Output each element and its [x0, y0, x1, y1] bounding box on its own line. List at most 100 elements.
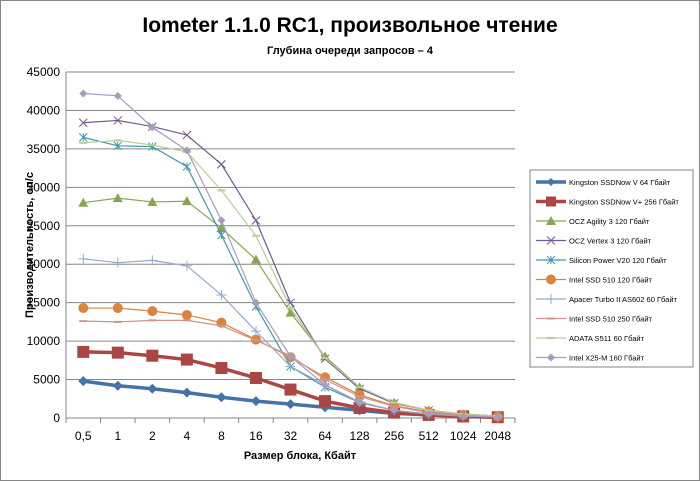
- marker-diamond: [148, 123, 157, 132]
- legend-label: ADATA S511 60 Гбайт: [569, 334, 645, 343]
- series-8: [79, 139, 502, 418]
- x-tick-label: 1: [114, 429, 121, 443]
- marker-triangle: [78, 197, 89, 207]
- legend-label: Kingston SSDNow V+ 256 Гбайт: [569, 198, 679, 207]
- marker-triangle: [285, 307, 296, 317]
- marker-diamond: [355, 398, 364, 407]
- marker-star: [217, 230, 226, 240]
- marker-triangle: [250, 254, 261, 264]
- y-tick-label: 25000: [27, 219, 61, 233]
- marker-diamond: [547, 178, 555, 186]
- marker-star: [78, 133, 88, 142]
- y-tick-label: 40000: [27, 103, 61, 117]
- marker-triangle: [147, 196, 158, 206]
- y-tick-label: 10000: [27, 334, 61, 348]
- marker-plus: [181, 260, 192, 271]
- marker-diamond: [181, 387, 192, 398]
- marker-square: [111, 346, 124, 359]
- marker-square: [146, 349, 159, 362]
- marker-diamond: [286, 352, 295, 361]
- legend-label: OCZ Vertex 3 120 Гбайт: [569, 237, 652, 246]
- series-3: [78, 116, 503, 421]
- y-tick-label: 5000: [33, 373, 60, 387]
- x-axis-label: Размер блока, Кбайт: [244, 450, 357, 462]
- marker-triangle: [181, 196, 192, 206]
- marker-star: [182, 162, 192, 171]
- x-tick-label: 256: [384, 429, 404, 443]
- marker-diamond: [113, 91, 122, 100]
- marker-diamond: [285, 399, 296, 410]
- series-6: [78, 253, 503, 423]
- legend-label: Intel X25-M 160 Гбайт: [569, 354, 645, 363]
- marker-square: [215, 362, 228, 375]
- marker-diamond: [459, 412, 468, 421]
- marker-x: [251, 216, 261, 225]
- y-tick-label: 35000: [27, 142, 61, 156]
- marker-plus: [546, 294, 556, 304]
- marker-plus: [216, 289, 227, 300]
- marker-star: [113, 141, 123, 151]
- marker-plus: [250, 326, 261, 337]
- x-tick-label: 128: [350, 429, 370, 443]
- x-tick-label: 2048: [484, 429, 511, 443]
- marker-circle: [546, 274, 556, 285]
- x-tick-label: 16: [249, 429, 263, 443]
- marker-square: [284, 383, 297, 396]
- legend-label: Intel SSD 510 250 Гбайт: [569, 315, 653, 324]
- marker-x: [113, 116, 123, 125]
- series-line: [83, 136, 498, 418]
- marker-diamond: [493, 413, 502, 422]
- x-tick-label: 64: [318, 429, 332, 443]
- marker-x: [78, 118, 88, 128]
- x-tick-label: 32: [284, 429, 298, 443]
- marker-diamond: [79, 89, 88, 98]
- marker-circle: [112, 303, 123, 314]
- legend-label: OCZ Agility 3 120 Гбайт: [569, 217, 650, 226]
- marker-square: [546, 196, 556, 207]
- x-tick-label: 2: [149, 429, 156, 443]
- marker-star: [546, 255, 556, 265]
- series-9: [79, 89, 502, 422]
- marker-diamond: [390, 406, 399, 415]
- marker-diamond: [424, 410, 433, 419]
- marker-diamond: [250, 396, 261, 407]
- y-axis-label: Производительность, оп/с: [24, 172, 36, 318]
- marker-plus: [112, 257, 123, 268]
- chart-title: Iometer 1.1.0 RC1, произвольное чтение: [142, 14, 557, 37]
- marker-diamond: [216, 392, 227, 403]
- marker-x: [546, 236, 556, 245]
- marker-plus: [285, 361, 296, 372]
- marker-x: [217, 159, 226, 169]
- series-line: [83, 119, 498, 417]
- marker-plus: [147, 255, 158, 266]
- marker-diamond: [112, 380, 123, 391]
- x-tick-label: 8: [218, 429, 225, 443]
- chart-subtitle: Глубина очереди запросов – 4: [267, 45, 434, 57]
- marker-triangle: [546, 216, 556, 225]
- series-4: [78, 133, 503, 422]
- y-tick-label: 0: [53, 411, 60, 425]
- marker-circle: [147, 306, 158, 317]
- marker-diamond: [78, 376, 89, 387]
- x-tick-label: 1024: [450, 429, 477, 443]
- x-tick-label: 512: [419, 429, 439, 443]
- legend-label: Kingston SSDNow V 64 Гбайт: [569, 178, 671, 187]
- marker-x: [286, 298, 295, 308]
- y-tick-label: 15000: [27, 296, 61, 310]
- marker-diamond: [147, 383, 158, 394]
- y-tick-label: 30000: [27, 180, 61, 194]
- marker-x: [182, 130, 192, 140]
- marker-square: [249, 372, 262, 385]
- y-tick-label: 20000: [27, 257, 61, 271]
- series-line: [83, 139, 498, 417]
- marker-star: [147, 142, 157, 151]
- marker-diamond: [251, 298, 260, 307]
- marker-circle: [78, 303, 89, 314]
- marker-diamond: [321, 380, 330, 389]
- marker-diamond: [182, 146, 191, 155]
- x-tick-label: 0,5: [75, 429, 92, 443]
- x-tick-label: 4: [184, 429, 191, 443]
- marker-square: [180, 353, 193, 366]
- marker-plus: [78, 253, 89, 264]
